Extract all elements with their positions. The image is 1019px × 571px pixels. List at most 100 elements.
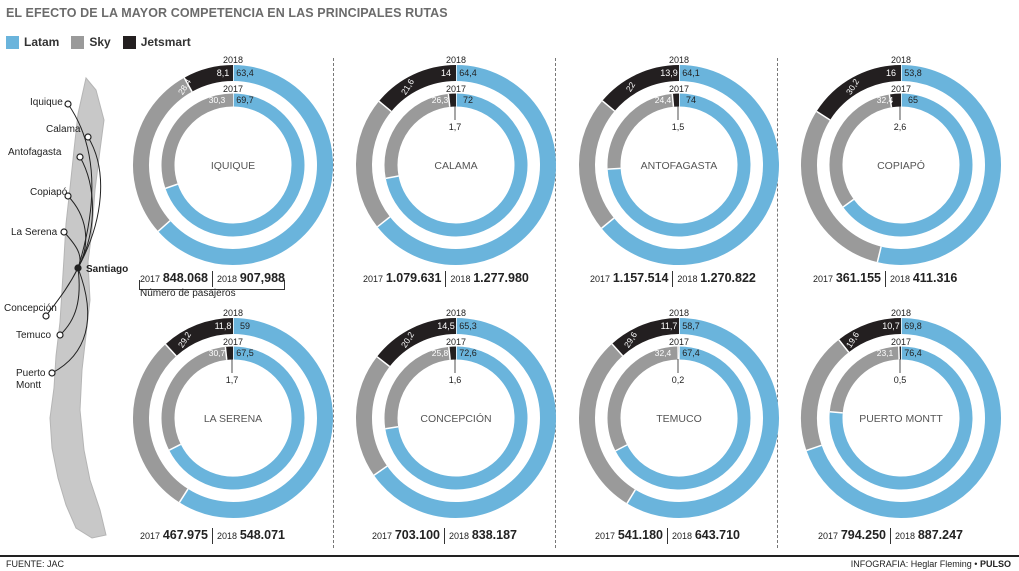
label-2017-sky: 30,7 xyxy=(209,348,226,358)
totals-separator xyxy=(667,528,668,545)
city-label-antofagasta: Antofagasta xyxy=(8,147,62,158)
totals-separator xyxy=(212,271,213,288)
totals-calama: 2017 1.079.631 2018 1.277.980 xyxy=(363,271,583,289)
route-name: CALAMA xyxy=(434,160,477,172)
ring-2017-separator xyxy=(888,94,893,108)
ring-2018-separator xyxy=(378,100,392,113)
totals-value-2018: 838.187 xyxy=(471,528,517,542)
ring-2018-slice-latam xyxy=(158,65,333,265)
ring-2017-separator xyxy=(448,346,451,360)
totals-value-2018: 643.710 xyxy=(694,528,740,542)
route-name: LA SERENA xyxy=(204,413,262,425)
totals-year-2018: 2018 xyxy=(890,274,911,284)
ring-2017-separator xyxy=(168,443,182,451)
totals-value-2017: 1.157.514 xyxy=(612,271,669,285)
label-2017-sky: 30,3 xyxy=(209,95,226,105)
year-label-2018: 2018 xyxy=(223,55,243,65)
ring-2018-separator xyxy=(838,339,850,353)
label-2017-jetsmart: 1,7 xyxy=(449,122,462,132)
ring-2018-slice-latam xyxy=(374,318,556,518)
label-2017-sky: 24,4 xyxy=(655,95,672,105)
ring-2017-separator xyxy=(224,346,228,360)
ring-2018-slice-jetsmart xyxy=(378,65,457,112)
totals-year-2017: 2017 xyxy=(363,274,384,284)
label-2017-latam: 72 xyxy=(463,95,473,105)
year-label-2018: 2018 xyxy=(446,308,466,318)
ring-2017-separator xyxy=(842,198,855,208)
ring-2017-slice-sky xyxy=(607,346,679,451)
year-label-2017: 2017 xyxy=(446,84,466,94)
ring-2017-separator xyxy=(165,183,178,190)
totals-value-2017: 848.068 xyxy=(162,271,208,285)
infographic-title: EL EFECTO DE LA MAYOR COMPETENCIA EN LAS… xyxy=(6,6,448,20)
totals-value-2017: 467.975 xyxy=(162,528,208,542)
ring-2017-separator xyxy=(607,167,621,170)
ring-2018-slice-latam xyxy=(377,65,556,265)
totals-value-2018: 548.071 xyxy=(239,528,285,542)
legend-label-jetsmart: Jetsmart xyxy=(140,35,191,49)
totals-value-2017: 703.100 xyxy=(394,528,440,542)
ring-2017-slice-latam xyxy=(385,93,528,237)
label-2018-latam: 65,3 xyxy=(459,321,477,331)
source-text: FUENTE: JAC xyxy=(6,559,65,569)
totals-value-2017: 361.155 xyxy=(835,271,881,285)
label-2017-jetsmart: 1,5 xyxy=(672,122,685,132)
ring-2018-slice-sky xyxy=(356,101,392,227)
totals-value-2018: 1.277.980 xyxy=(473,271,529,285)
ring-2018-slice-sky xyxy=(133,77,193,232)
year-label-2018: 2018 xyxy=(446,55,466,65)
label-2017-jetsmart: 1,7 xyxy=(226,375,239,385)
city-label-calama: Calama xyxy=(46,124,81,135)
ring-2017-slice-latam xyxy=(607,93,751,237)
label-2017-latam: 74 xyxy=(686,95,696,105)
totals-separator xyxy=(890,528,891,545)
totals-separator xyxy=(445,271,447,288)
ring-2018-separator xyxy=(626,489,636,504)
route-name: CONCEPCIÓN xyxy=(420,412,491,425)
totals-value-2017: 794.250 xyxy=(840,528,886,542)
label-2018-latam: 64,4 xyxy=(459,68,477,78)
year-label-2017: 2017 xyxy=(891,84,911,94)
ring-2017-slice-latam xyxy=(615,346,751,490)
label-2017-jetsmart: 1,6 xyxy=(449,375,462,385)
route-name: ANTOFAGASTA xyxy=(641,160,718,172)
totals-temuco: 2017 541.180 2018 643.710 xyxy=(595,528,815,546)
label-2018-latam: 69,8 xyxy=(904,321,922,331)
label-2018-jetsmart: 14,5 xyxy=(437,321,455,331)
label-2018-jetsmart: 8,1 xyxy=(217,68,230,78)
year-label-2018: 2018 xyxy=(669,308,689,318)
label-2018-latam: 64,1 xyxy=(682,68,700,78)
totals-year-2017: 2017 xyxy=(140,531,161,541)
city-label-copiapo: Copiapó xyxy=(30,187,68,198)
ring-2017-separator xyxy=(615,444,628,452)
city-dots xyxy=(42,100,92,377)
ring-2018-separator xyxy=(178,488,189,503)
ring-2017-separator xyxy=(385,426,399,430)
label-2017-latam: 67,4 xyxy=(682,348,700,358)
divider-3 xyxy=(777,58,778,548)
chile-route-map xyxy=(42,76,107,539)
totals-separator xyxy=(672,271,674,288)
ring-2017-slice-sky xyxy=(161,346,227,451)
ring-2018-separator xyxy=(876,246,882,263)
city-label-temuco: Temuco xyxy=(16,330,52,341)
label-2017-latam: 67,5 xyxy=(236,348,254,358)
ring-2017-separator xyxy=(447,93,451,107)
label-2018-latam: 63,4 xyxy=(236,68,254,78)
ring-2018-separator xyxy=(601,217,615,229)
label-2018-jetsmart: 14 xyxy=(441,68,451,78)
ring-2017-slice-latam xyxy=(385,346,528,490)
ring-2018-separator xyxy=(611,343,624,357)
ring-2017-slice-sky xyxy=(829,94,892,208)
ring-2017-slice-latam xyxy=(169,346,305,490)
year-label-2018: 2018 xyxy=(891,55,911,65)
ring-2017-slice-sky xyxy=(829,346,900,414)
totals-separator xyxy=(885,271,886,288)
city-label-la-serena: La Serena xyxy=(11,227,58,238)
totals-year-2017: 2017 xyxy=(813,274,834,284)
